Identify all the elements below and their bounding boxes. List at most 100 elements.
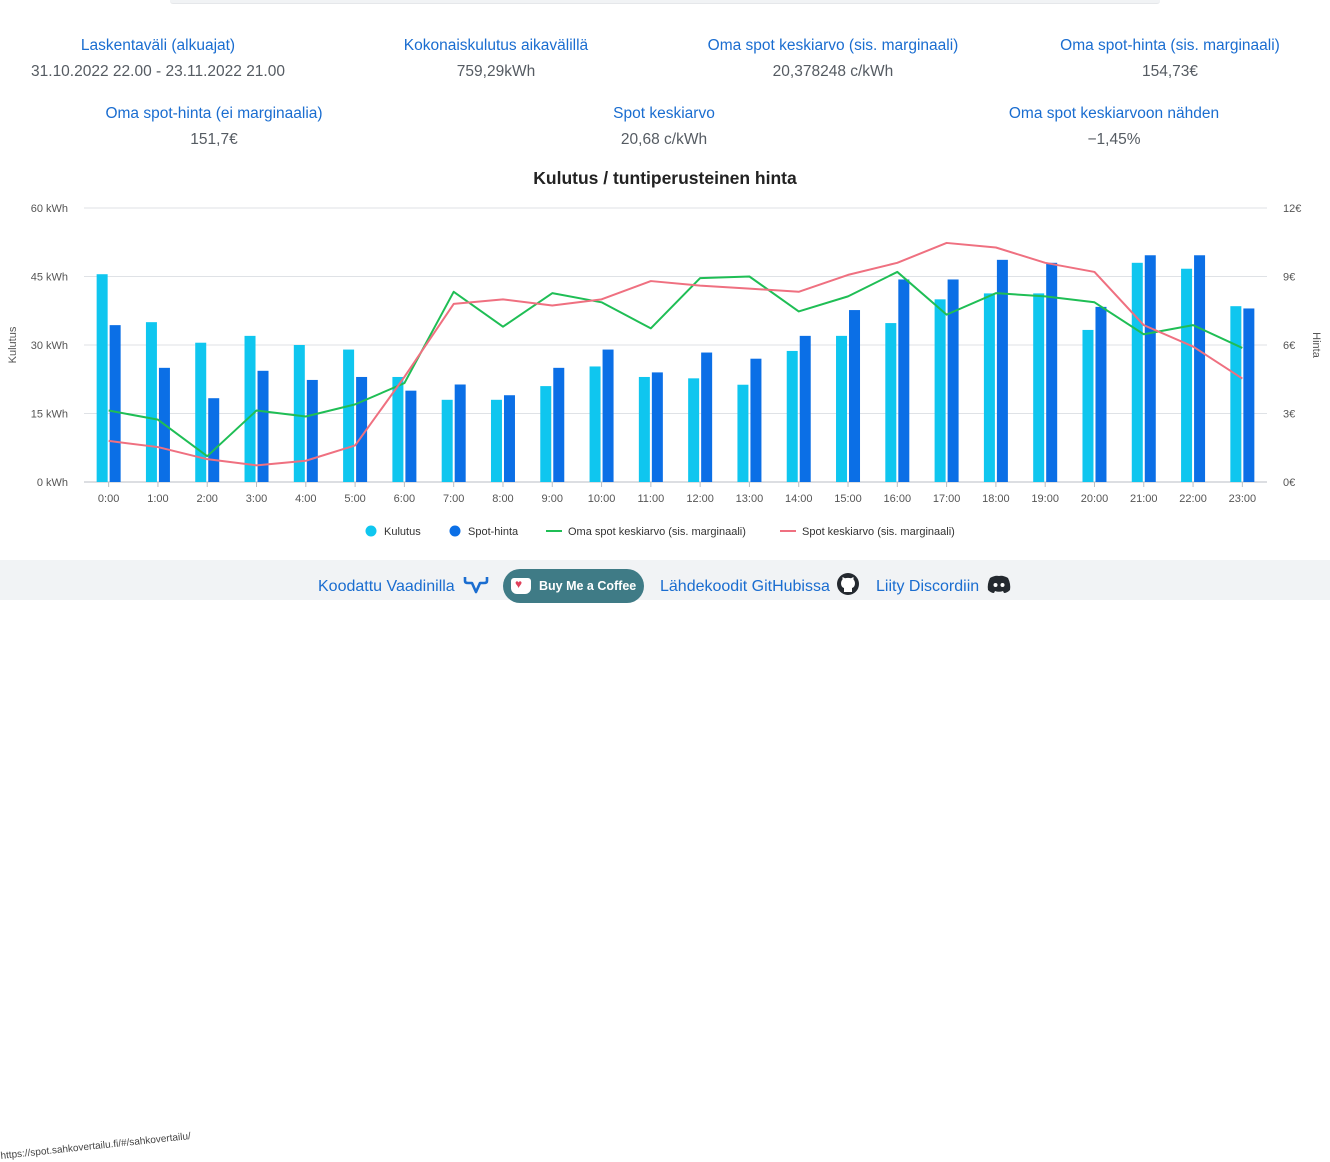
- github-link[interactable]: Lähdekoodit GitHubissa: [660, 578, 830, 595]
- consumption-price-chart: 0 kWh 15 kWh 30 kWh 45 kWh 60 kWh 0€ 3€ 6€ 9€ 12€…: [7, 203, 1322, 538]
- bar-kulutus: [540, 386, 552, 482]
- stat-label: Oma spot-hinta (sis. marginaali): [1060, 37, 1280, 54]
- y-right-tick-label: 3€: [1283, 409, 1295, 421]
- bar-kulutus: [1181, 268, 1193, 482]
- x-tick-label: 1:00: [147, 493, 168, 505]
- stat-value: 20,378248 c/kWh: [772, 63, 894, 80]
- legend-label: Kulutus: [384, 526, 421, 538]
- stat-label: Kokonaiskulutus aikavälillä: [403, 37, 589, 54]
- discord-icon: [987, 575, 1011, 593]
- x-tick-label: 6:00: [394, 493, 415, 505]
- bar-spot-hinta: [750, 358, 762, 482]
- bar-spot-hinta: [1243, 308, 1255, 482]
- bar-spot-hinta: [799, 335, 811, 482]
- bar-kulutus: [490, 399, 502, 482]
- bar-spot-hinta: [208, 398, 220, 482]
- bar-kulutus: [343, 349, 355, 482]
- bar-spot-hinta: [257, 370, 269, 482]
- bar-kulutus: [96, 274, 108, 482]
- bar-spot-hinta: [306, 379, 318, 482]
- series-line-spot-keskiarvo: [108, 241, 1243, 467]
- vaadin-link[interactable]: Koodattu Vaadinilla: [318, 578, 455, 595]
- status-url-hint: https://spot.sahkovertailu.fi/#/sahkover…: [0, 1131, 192, 1162]
- bar-kulutus: [589, 366, 601, 482]
- coffee-label: Buy Me a Coffee: [539, 579, 637, 593]
- stat-value: −1,45%: [1087, 131, 1141, 148]
- bar-spot-hinta: [898, 279, 910, 482]
- bar-spot-hinta: [109, 325, 121, 482]
- x-tick-label: 9:00: [542, 493, 563, 505]
- bar-kulutus: [1033, 293, 1045, 482]
- footer: Koodattu Vaadinilla Buy Me a Coffee Lähd…: [0, 560, 1330, 1162]
- stat-label: Oma spot keskiarvoon nähden: [1008, 105, 1220, 122]
- vaadin-icon: [463, 577, 489, 594]
- x-tick-label: 18:00: [982, 493, 1010, 505]
- y-left-tick-label: 60 kWh: [31, 203, 68, 215]
- bar-spot-hinta: [454, 384, 466, 482]
- x-tick-label: 21:00: [1130, 493, 1158, 505]
- bar-spot-hinta: [701, 352, 713, 482]
- stat-value: 20,68 c/kWh: [620, 131, 708, 148]
- bar-kulutus: [934, 299, 946, 482]
- coffee-cup-icon: [511, 577, 531, 594]
- y-right-tick-label: 12€: [1283, 203, 1301, 215]
- y-left-tick-label: 45 kWh: [31, 272, 68, 284]
- bar-spot-hinta: [405, 390, 417, 482]
- chart-title: Kulutus / tuntiperusteinen hinta: [533, 168, 797, 188]
- x-tick-label: 4:00: [295, 493, 316, 505]
- y-right-tick-label: 0€: [1283, 477, 1295, 489]
- stat-own-vs-average: Oma spot keskiarvoon nähden −1,45%: [934, 104, 1294, 150]
- bar-kulutus: [638, 376, 650, 482]
- x-tick-label: 0:00: [98, 493, 119, 505]
- bar-kulutus: [737, 384, 749, 482]
- bar-kulutus: [244, 335, 256, 482]
- stat-value: 154,73€: [1141, 63, 1199, 80]
- bar-spot-hinta: [602, 349, 614, 482]
- stat-label: Oma spot keskiarvo (sis. marginaali): [707, 37, 959, 54]
- bar-spot-hinta: [1144, 255, 1156, 482]
- legend-label: Spot-hinta: [468, 526, 519, 538]
- stat-total-consumption: Kokonaiskulutus aikavälillä 759,29kWh: [316, 36, 676, 82]
- stat-own-spot-price: Oma spot-hinta (sis. marginaali) 154,73€: [990, 36, 1330, 82]
- stat-calc-interval: Laskentaväli (alkuajat) 31.10.2022 22.00…: [0, 36, 338, 82]
- bar-kulutus: [688, 378, 700, 482]
- y-right-tick-label: 9€: [1283, 272, 1295, 284]
- bar-kulutus: [293, 345, 305, 482]
- y-left-tick-label: 30 kWh: [31, 340, 68, 352]
- stat-spot-average: Spot keskiarvo 20,68 c/kWh: [484, 104, 844, 150]
- x-tick-label: 11:00: [637, 493, 664, 505]
- bar-spot-hinta: [651, 372, 663, 482]
- buy-me-a-coffee-button[interactable]: Buy Me a Coffee: [503, 569, 644, 603]
- x-tick-label: 3:00: [246, 493, 267, 505]
- x-tick-label: 7:00: [443, 493, 464, 505]
- bar-kulutus: [195, 342, 207, 482]
- x-tick-label: 23:00: [1229, 493, 1257, 505]
- bar-kulutus: [145, 322, 157, 482]
- bar-kulutus: [441, 399, 453, 482]
- y-left-tick-label: 15 kWh: [31, 409, 68, 421]
- stat-label: Laskentaväli (alkuajat): [80, 37, 236, 54]
- legend-label: Oma spot keskiarvo (sis. marginaali): [568, 526, 746, 538]
- bar-spot-hinta: [849, 310, 861, 482]
- discord-link[interactable]: Liity Discordiin: [876, 578, 980, 595]
- y-right-tick-label: 6€: [1283, 340, 1295, 352]
- x-tick-label: 5:00: [344, 493, 365, 505]
- x-tick-label: 22:00: [1179, 493, 1207, 505]
- bar-kulutus: [786, 350, 798, 482]
- x-tick-label: 16:00: [884, 493, 912, 505]
- stat-value: 31.10.2022 22.00 - 23.11.2022 21.00: [31, 63, 285, 80]
- x-tick-label: 8:00: [492, 493, 513, 505]
- bar-kulutus: [1082, 329, 1094, 482]
- bar-kulutus: [392, 376, 404, 482]
- bar-spot-hinta: [947, 279, 959, 482]
- x-tick-label: 10:00: [588, 493, 616, 505]
- y-left-axis-title: Kulutus: [7, 326, 19, 363]
- x-tick-label: 15:00: [834, 493, 862, 505]
- bar-kulutus: [836, 335, 848, 482]
- x-tick-label: 14:00: [785, 493, 813, 505]
- bar-spot-hinta: [553, 367, 565, 482]
- series-line-oma-spot-keskiarvo: [108, 270, 1243, 458]
- legend-marker: [365, 525, 377, 537]
- x-tick-label: 20:00: [1081, 493, 1109, 505]
- stat-label: Oma spot-hinta (ei marginaalia): [105, 105, 323, 122]
